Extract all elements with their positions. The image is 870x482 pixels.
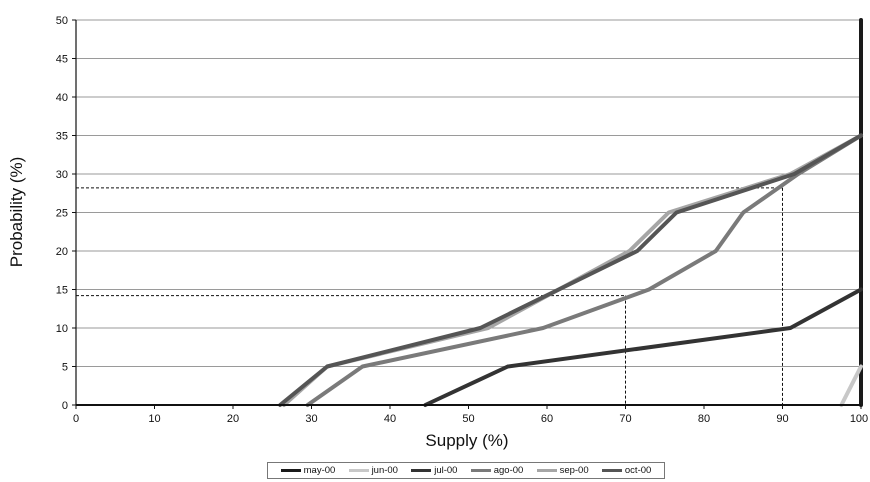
y-tick-label-20: 20 <box>56 246 68 258</box>
x-tick-label-30: 30 <box>305 413 317 425</box>
x-tick-label-50: 50 <box>462 413 474 425</box>
y-axis-label: Probability (%) <box>7 157 26 268</box>
x-tick-label-100: 100 <box>850 413 868 425</box>
y-tick-label-15: 15 <box>56 285 68 297</box>
legend-swatch-jun-00 <box>348 469 369 472</box>
y-tick-label-35: 35 <box>56 131 68 143</box>
x-tick-label-20: 20 <box>227 413 239 425</box>
legend-item-oct-00: oct-00 <box>601 465 652 476</box>
x-tick-label-0: 0 <box>73 413 79 425</box>
legend-label-sep-00: sep-00 <box>559 465 589 476</box>
legend-item-may-00: may-00 <box>280 465 336 476</box>
legend: may-00 jun-00 jul-00 ago-00 sep-00 oct-00 <box>267 462 665 479</box>
series-line-ago-00 <box>305 133 863 407</box>
legend-swatch-ago-00 <box>470 469 491 472</box>
x-tick-label-70: 70 <box>619 413 631 425</box>
x-axis-label: Supply (%) <box>425 431 508 450</box>
legend-label-may-00: may-00 <box>303 465 336 476</box>
y-tick-label-5: 5 <box>62 362 68 374</box>
series-line-jul-00 <box>423 287 863 407</box>
y-tick-label-25: 25 <box>56 208 68 220</box>
grid <box>76 19 861 367</box>
x-tick-label-40: 40 <box>384 413 396 425</box>
legend-label-ago-00: ago-00 <box>493 465 524 476</box>
legend-label-jun-00: jun-00 <box>371 465 398 476</box>
legend-label-jul-00: jul-00 <box>434 465 458 476</box>
legend-item-jun-00: jun-00 <box>348 465 398 476</box>
series-lines <box>278 18 863 407</box>
legend-swatch-sep-00 <box>536 469 557 472</box>
legend-label-oct-00: oct-00 <box>624 465 652 476</box>
x-tick-label-10: 10 <box>148 413 160 425</box>
legend-item-jul-00: jul-00 <box>411 465 457 476</box>
x-tick-label-90: 90 <box>776 413 788 425</box>
y-tick-label-50: 50 <box>56 15 68 27</box>
reference-lines <box>76 187 783 405</box>
legend-swatch-may-00 <box>280 469 301 472</box>
y-tick-label-30: 30 <box>56 169 68 181</box>
x-tick-label-60: 60 <box>541 413 553 425</box>
legend-item-ago-00: ago-00 <box>470 465 524 476</box>
series-line-oct-00 <box>278 133 863 407</box>
legend-swatch-oct-00 <box>601 469 622 472</box>
series-line-jun-00 <box>839 364 863 407</box>
y-tick-label-0: 0 <box>62 400 68 412</box>
legend-swatch-jul-00 <box>411 469 432 472</box>
x-tick-label-80: 80 <box>698 413 710 425</box>
legend-item-sep-00: sep-00 <box>536 465 589 476</box>
y-tick-label-45: 45 <box>56 54 68 66</box>
axes <box>72 19 862 409</box>
y-tick-label-10: 10 <box>56 323 68 335</box>
tick-labels: 0 5 10 15 20 25 30 35 40 45 50 0 10 20 30 40 50 60 70 80 90 1… <box>56 15 868 425</box>
y-tick-label-40: 40 <box>56 92 68 104</box>
